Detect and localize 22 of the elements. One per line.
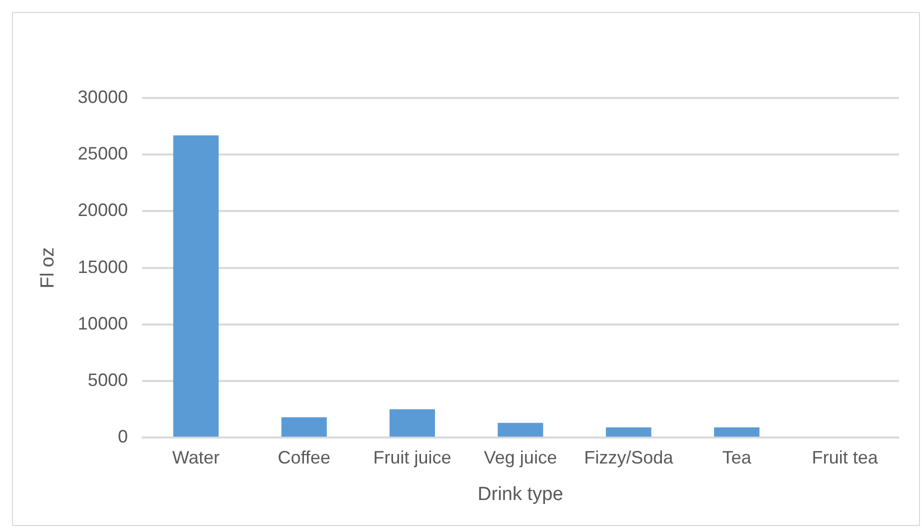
y-tick-label: 5000 [88,370,128,390]
x-tick-label: Fruit juice [373,447,452,468]
bar [281,417,327,437]
y-tick-label: 10000 [78,313,128,334]
y-tick-label: 25000 [78,144,128,164]
x-tick-label: Coffee [278,447,330,468]
bar [173,135,219,437]
bar [390,409,435,437]
x-tick-label: Water [172,447,220,468]
bar [606,427,652,437]
bar [498,422,544,437]
y-tick-label: 0 [118,426,128,447]
y-tick-label: 30000 [78,86,128,107]
bar [714,427,760,437]
x-tick-label: Tea [722,447,752,468]
y-tick-label: 15000 [78,256,128,277]
x-axis-title: Drink type [478,484,564,505]
x-tick-label: Fruit tea [812,447,879,468]
y-axis-title: Fl oz [38,247,59,288]
x-tick-label: Veg juice [484,447,557,468]
y-tick-label: 20000 [78,200,128,220]
x-tick-label: Fizzy/Soda [584,447,674,468]
